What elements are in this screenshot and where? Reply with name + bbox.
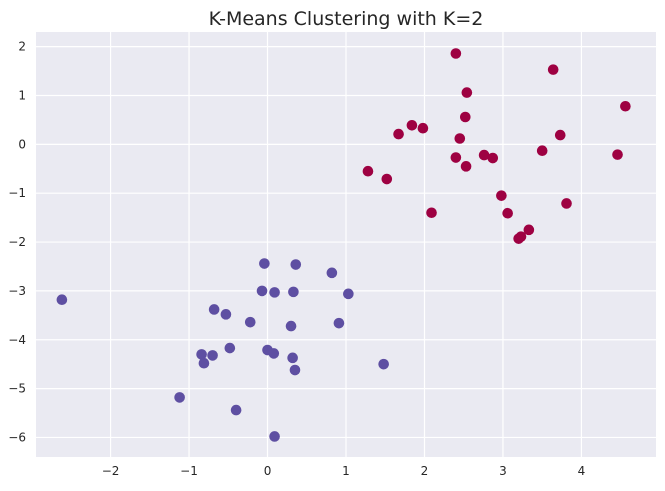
- cluster-1-point: [244, 316, 256, 328]
- y-tick-label: 0: [18, 137, 26, 151]
- cluster-1-point: [207, 350, 218, 361]
- cluster-1-point: [230, 404, 242, 416]
- cluster-1-point: [378, 358, 389, 370]
- cluster-1-point: [268, 348, 280, 359]
- y-tick-label: −2: [8, 235, 26, 249]
- cluster-2-point: [454, 133, 466, 144]
- cluster-1-point: [285, 320, 297, 332]
- x-tick-label: −1: [180, 464, 198, 478]
- cluster-1-point: [259, 258, 270, 269]
- cluster-2-point: [450, 152, 462, 163]
- x-tick-label: 0: [264, 464, 272, 478]
- cluster-1-point: [196, 349, 207, 360]
- cluster-2-point: [612, 149, 623, 160]
- y-tick-label: −6: [8, 430, 26, 444]
- cluster-1-point: [290, 259, 302, 270]
- cluster-1-point: [288, 286, 299, 298]
- cluster-1-point: [174, 392, 185, 403]
- cluster-1-point: [289, 364, 301, 376]
- cluster-2-point: [450, 48, 462, 59]
- cluster-2-point: [426, 207, 437, 219]
- cluster-2-point: [502, 207, 513, 219]
- cluster-2-point: [523, 224, 535, 236]
- cluster-2-point: [381, 173, 393, 185]
- grid-lines: [36, 32, 656, 457]
- x-axis-tick-labels: −2 −1 0 1 2 3 4: [102, 464, 586, 478]
- cluster-2-point: [417, 122, 429, 134]
- cluster-2-point: [515, 231, 527, 242]
- cluster-1-point: [333, 317, 345, 329]
- cluster-2-point: [478, 149, 490, 161]
- chart-title: K-Means Clustering with K=2: [209, 8, 484, 30]
- cluster-1-point: [269, 287, 280, 298]
- cluster-2-point: [393, 128, 404, 140]
- cluster-2-point: [487, 152, 499, 164]
- x-tick-label: 3: [499, 464, 507, 478]
- x-tick-label: 2: [421, 464, 429, 478]
- cluster-2-point: [406, 120, 418, 131]
- cluster-2-point: [536, 145, 548, 157]
- cluster-2-point: [460, 161, 472, 172]
- cluster-1-point: [198, 357, 210, 369]
- cluster-1-point: [208, 304, 220, 315]
- y-tick-label: −3: [8, 284, 26, 298]
- y-tick-label: −4: [8, 333, 26, 347]
- cluster-2-point: [547, 64, 559, 75]
- cluster-1-point: [326, 267, 338, 279]
- cluster-2-point: [561, 198, 572, 209]
- cluster-2-point: [620, 100, 631, 112]
- cluster-1-point: [224, 342, 236, 354]
- cluster-1-point: [220, 309, 232, 320]
- y-tick-label: −5: [8, 382, 26, 396]
- cluster-1-point: [56, 294, 68, 306]
- cluster-2-point: [362, 165, 374, 177]
- cluster-2-point: [496, 190, 507, 201]
- y-axis-tick-labels: 2 1 0 −1 −2 −3 −4 −5 −6: [8, 40, 26, 445]
- cluster-2-point: [459, 111, 471, 123]
- cluster-1-point: [269, 431, 280, 442]
- x-tick-label: −2: [102, 464, 120, 478]
- cluster-1-point: [287, 352, 298, 364]
- cluster-2-point: [554, 129, 566, 141]
- cluster-1-point: [343, 288, 354, 300]
- data-points: [56, 48, 631, 442]
- y-tick-label: 1: [18, 89, 26, 103]
- x-tick-label: 1: [342, 464, 350, 478]
- y-tick-label: 2: [18, 40, 26, 54]
- y-tick-label: −1: [8, 186, 26, 200]
- cluster-1-point: [256, 285, 268, 297]
- cluster-2-point: [461, 87, 473, 98]
- x-tick-label: 4: [578, 464, 586, 478]
